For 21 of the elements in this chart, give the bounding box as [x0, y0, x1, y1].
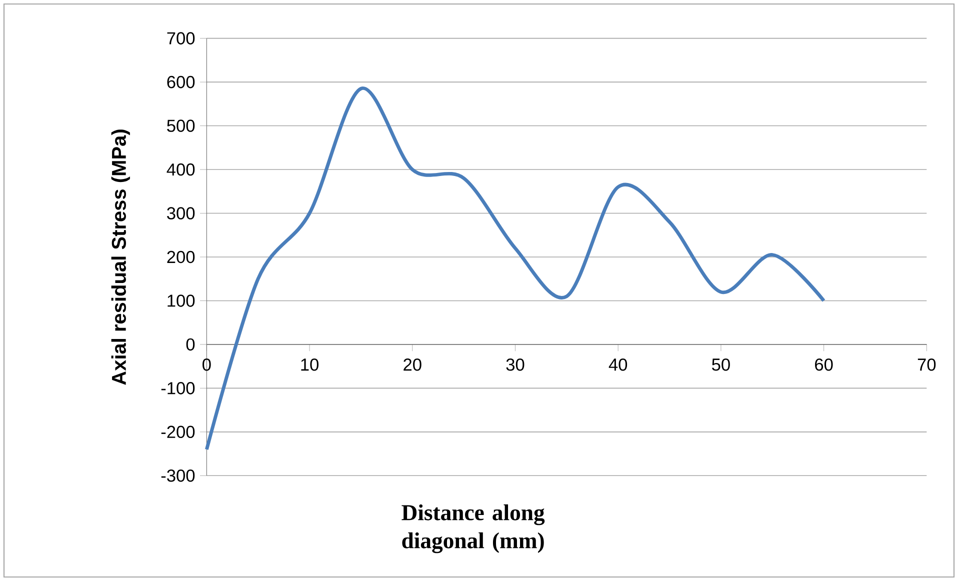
y-tick-label: 200 [167, 250, 195, 264]
y-tick-label: 700 [167, 32, 195, 44]
y-tick-label: -300 [161, 470, 195, 482]
x-tick-label: 20 [404, 358, 422, 371]
y-axis-title: Axial residual Stress (MPa) [111, 130, 130, 385]
y-tick-label: 100 [168, 294, 195, 307]
x-tick-label: 0 [202, 358, 211, 371]
x-tick-label: 10 [301, 358, 318, 371]
y-tick-label: 400 [166, 163, 195, 176]
x-tick-label: 50 [712, 358, 730, 371]
y-tick-label: 600 [167, 76, 195, 88]
x-tick-label: 30 [506, 358, 524, 371]
y-tick-label: 500 [167, 120, 195, 132]
y-tick-label: -100 [161, 382, 195, 394]
x-axis-title: Distance along diagonal (mm) [402, 504, 545, 554]
x-tick-label: 70 [918, 358, 936, 371]
x-tick-label: 40 [608, 358, 628, 371]
y-tick-label: 300 [167, 207, 195, 220]
x-tick-label: 60 [815, 358, 833, 371]
y-tick-label: -200 [161, 426, 195, 438]
y-tick-label: 0 [186, 338, 195, 351]
